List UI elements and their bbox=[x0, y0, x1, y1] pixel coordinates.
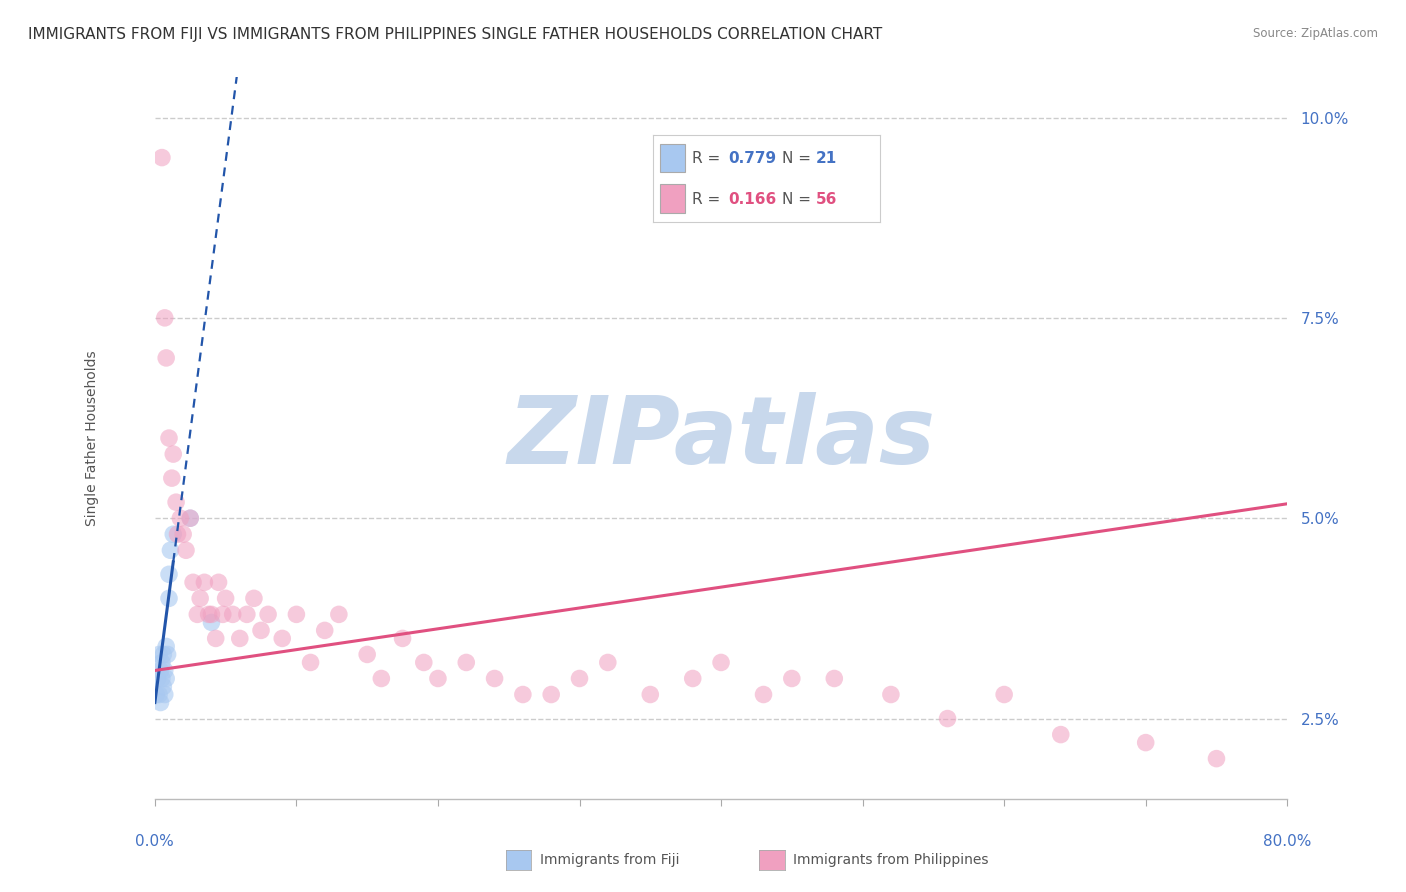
Point bbox=[200, 607, 222, 622]
Point bbox=[285, 607, 308, 622]
Point bbox=[186, 607, 208, 622]
Point bbox=[172, 527, 194, 541]
Point bbox=[149, 664, 172, 678]
Point bbox=[236, 607, 259, 622]
Point bbox=[271, 632, 294, 646]
Point bbox=[936, 712, 959, 726]
Point bbox=[682, 672, 704, 686]
Point bbox=[456, 656, 478, 670]
Point bbox=[229, 632, 252, 646]
Point bbox=[146, 672, 169, 686]
Point bbox=[780, 672, 803, 686]
Point bbox=[150, 656, 173, 670]
Point bbox=[157, 567, 180, 582]
Point bbox=[207, 575, 229, 590]
Point bbox=[160, 471, 183, 485]
Point bbox=[1049, 728, 1071, 742]
FancyBboxPatch shape bbox=[659, 185, 685, 213]
FancyBboxPatch shape bbox=[659, 144, 685, 172]
Point bbox=[150, 151, 173, 165]
Point bbox=[200, 615, 222, 630]
Point bbox=[880, 688, 903, 702]
Point bbox=[193, 575, 215, 590]
Text: 21: 21 bbox=[815, 151, 838, 166]
Text: N =: N = bbox=[782, 192, 815, 207]
Text: 0.0%: 0.0% bbox=[135, 834, 174, 849]
Point bbox=[211, 607, 233, 622]
Point bbox=[257, 607, 280, 622]
Point bbox=[179, 511, 201, 525]
Point bbox=[165, 495, 187, 509]
Point bbox=[157, 591, 180, 606]
Point bbox=[222, 607, 245, 622]
Text: N =: N = bbox=[782, 151, 815, 166]
Point bbox=[152, 680, 174, 694]
Text: 0.166: 0.166 bbox=[728, 192, 776, 207]
Point bbox=[752, 688, 775, 702]
Point bbox=[155, 672, 177, 686]
Point bbox=[148, 688, 170, 702]
Point bbox=[204, 632, 226, 646]
Text: Source: ZipAtlas.com: Source: ZipAtlas.com bbox=[1253, 27, 1378, 40]
Point bbox=[152, 648, 174, 662]
Point bbox=[250, 624, 273, 638]
Point bbox=[314, 624, 336, 638]
Text: Immigrants from Philippines: Immigrants from Philippines bbox=[793, 853, 988, 867]
Text: R =: R = bbox=[692, 192, 724, 207]
Text: 80.0%: 80.0% bbox=[1263, 834, 1312, 849]
Text: ZIPatlas: ZIPatlas bbox=[508, 392, 935, 484]
Point bbox=[181, 575, 204, 590]
Point bbox=[155, 640, 177, 654]
Point bbox=[214, 591, 236, 606]
Point bbox=[540, 688, 562, 702]
Point bbox=[243, 591, 266, 606]
Point bbox=[179, 511, 201, 525]
Point bbox=[166, 527, 188, 541]
Point bbox=[157, 431, 180, 445]
Point bbox=[162, 527, 184, 541]
Text: 56: 56 bbox=[815, 192, 838, 207]
Point bbox=[356, 648, 378, 662]
Point bbox=[148, 648, 170, 662]
Point bbox=[162, 447, 184, 461]
Text: IMMIGRANTS FROM FIJI VS IMMIGRANTS FROM PHILIPPINES SINGLE FATHER HOUSEHOLDS COR: IMMIGRANTS FROM FIJI VS IMMIGRANTS FROM … bbox=[28, 27, 883, 42]
Point bbox=[640, 688, 662, 702]
Point bbox=[1205, 751, 1227, 765]
Point bbox=[150, 672, 173, 686]
Point bbox=[155, 351, 177, 365]
Point bbox=[145, 688, 167, 702]
Point bbox=[174, 543, 197, 558]
Point bbox=[710, 656, 733, 670]
Point bbox=[299, 656, 322, 670]
Y-axis label: Single Father Households: Single Father Households bbox=[86, 351, 100, 526]
Point bbox=[328, 607, 350, 622]
Point bbox=[412, 656, 434, 670]
Point bbox=[169, 511, 191, 525]
Point bbox=[568, 672, 591, 686]
Point bbox=[391, 632, 413, 646]
Point bbox=[484, 672, 506, 686]
Point bbox=[156, 648, 179, 662]
Point bbox=[993, 688, 1015, 702]
Point bbox=[149, 696, 172, 710]
Point bbox=[197, 607, 219, 622]
Point bbox=[512, 688, 534, 702]
Point bbox=[596, 656, 619, 670]
Point bbox=[1135, 736, 1157, 750]
Point bbox=[426, 672, 449, 686]
Point bbox=[370, 672, 392, 686]
Point bbox=[153, 688, 176, 702]
Text: R =: R = bbox=[692, 151, 724, 166]
Point bbox=[153, 310, 176, 325]
Point bbox=[823, 672, 845, 686]
Text: 0.779: 0.779 bbox=[728, 151, 776, 166]
Text: Immigrants from Fiji: Immigrants from Fiji bbox=[540, 853, 679, 867]
Point bbox=[159, 543, 181, 558]
Point bbox=[153, 664, 176, 678]
Point bbox=[188, 591, 211, 606]
